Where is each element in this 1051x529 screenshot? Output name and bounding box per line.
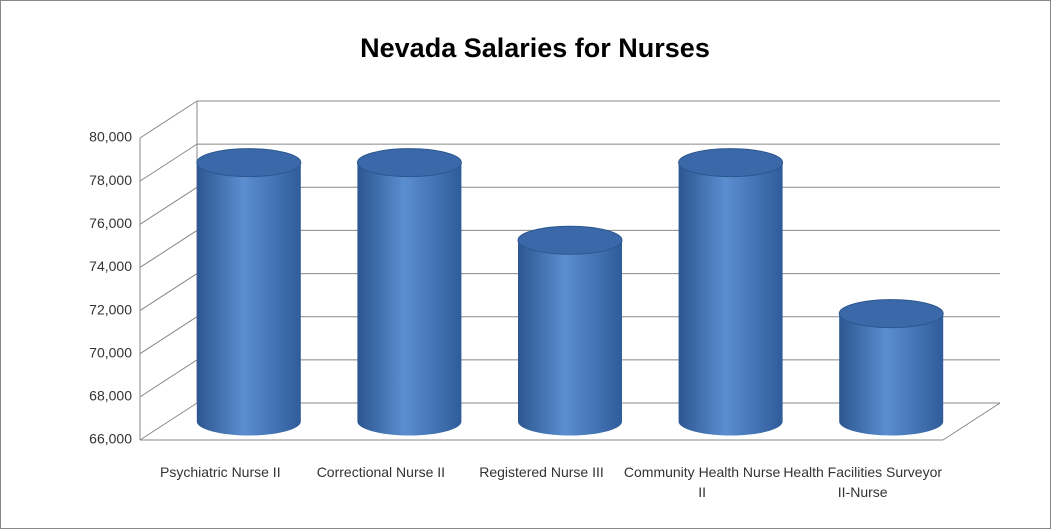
floor-edge bbox=[942, 402, 1001, 441]
grid-line bbox=[139, 100, 198, 139]
grid-line bbox=[139, 273, 198, 311]
bar bbox=[196, 162, 301, 436]
y-tick-label: 76,000 bbox=[89, 215, 132, 231]
grid-line bbox=[139, 186, 198, 225]
x-tick-label: Community Health Nurse II bbox=[623, 464, 781, 500]
y-tick-label: 70,000 bbox=[89, 344, 132, 360]
bar-top bbox=[356, 148, 462, 178]
y-tick-label: 66,000 bbox=[89, 431, 132, 447]
x-tick-label: Correctional Nurse II bbox=[316, 464, 446, 480]
bar-top bbox=[838, 299, 944, 329]
chart-title: Nevada Salaries for Nurses bbox=[360, 33, 710, 63]
y-tick-label: 80,000 bbox=[89, 129, 132, 145]
grid-line bbox=[139, 316, 198, 355]
grid-line bbox=[139, 230, 198, 268]
grid-line bbox=[139, 359, 198, 398]
y-tick-label: 72,000 bbox=[89, 301, 132, 317]
y-tick-label: 74,000 bbox=[89, 258, 132, 274]
grid-line bbox=[139, 143, 198, 182]
x-tick-label: Psychiatric Nurse II bbox=[160, 464, 281, 480]
bar-top bbox=[517, 225, 623, 255]
bar bbox=[518, 240, 622, 436]
bar bbox=[839, 313, 944, 436]
y-tick-label: 78,000 bbox=[89, 172, 132, 188]
y-tick-label: 68,000 bbox=[89, 388, 132, 404]
x-tick-label: Health Facilities Surveyor II-Nurse bbox=[783, 464, 943, 500]
x-tick-label: Registered Nurse III bbox=[479, 464, 604, 480]
bar-top bbox=[196, 148, 302, 178]
grid-line bbox=[139, 402, 198, 441]
bar-top bbox=[678, 148, 784, 178]
bar bbox=[678, 162, 783, 436]
bar bbox=[357, 162, 462, 436]
